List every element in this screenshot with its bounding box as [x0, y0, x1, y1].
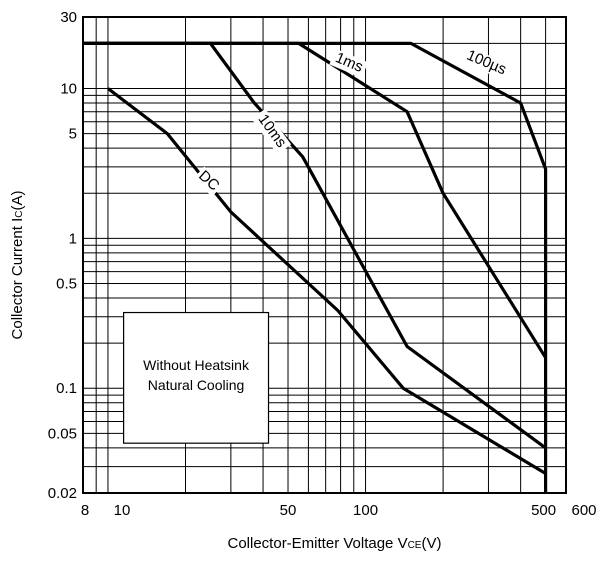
annotation-box: Without Heatsink Natural Cooling	[122, 311, 270, 444]
x-tick-label: 8	[81, 502, 89, 519]
curve-label-bg	[251, 108, 292, 155]
curve-1ms-line	[83, 41, 547, 359]
annotation-box-frame	[122, 311, 270, 444]
x-tick-label: 100	[353, 502, 378, 519]
curve-label-bg	[458, 45, 514, 82]
y-tick-label: 0.05	[48, 425, 77, 442]
x-axis-title: Collector-Emitter Voltage VCE(V)	[228, 535, 442, 552]
y-tick-label: 0.5	[56, 275, 77, 292]
x-axis-title-unit: (V)	[421, 535, 441, 552]
tick-label-layer: 8 10 50 100 500 600 30 10 5 1 0.5 0.1 0.05 0.02	[48, 9, 597, 519]
y-tick-label: 30	[60, 9, 77, 26]
y-tick-label: 1	[69, 230, 77, 247]
y-axis-title-text: Collector Current I	[9, 218, 26, 340]
y-tick-label: 5	[69, 126, 77, 143]
curve-label: 100µs	[464, 47, 509, 79]
grid-layer	[83, 17, 566, 493]
curve-label-bg	[329, 48, 369, 79]
x-tick-label: 50	[280, 502, 297, 519]
y-tick-label: 10	[60, 81, 77, 98]
annotation-line-1: Without Heatsink	[143, 357, 250, 373]
plot-frame	[82, 16, 567, 494]
curve-label-group: 10ms	[251, 108, 292, 155]
x-axis-title-subscript: CE	[408, 540, 422, 551]
annotation-line-2: Natural Cooling	[148, 377, 245, 393]
x-tick-label: 10	[114, 502, 131, 519]
y-tick-label: 0.02	[48, 485, 77, 502]
y-tick-label: 0.1	[56, 380, 77, 397]
y-axis-title-subscript: C	[14, 211, 25, 218]
x-tick-label: 600	[571, 502, 596, 519]
x-tick-label: 500	[531, 502, 556, 519]
y-axis-title-unit: (A)	[9, 191, 26, 211]
curve-DC-line	[107, 87, 547, 475]
curve-label-bg	[192, 166, 224, 197]
curve-label-group: 100µs	[458, 45, 514, 82]
x-axis-title-text: Collector-Emitter Voltage V	[228, 535, 408, 552]
y-axis-title: Collector Current IC(A)	[9, 191, 26, 340]
